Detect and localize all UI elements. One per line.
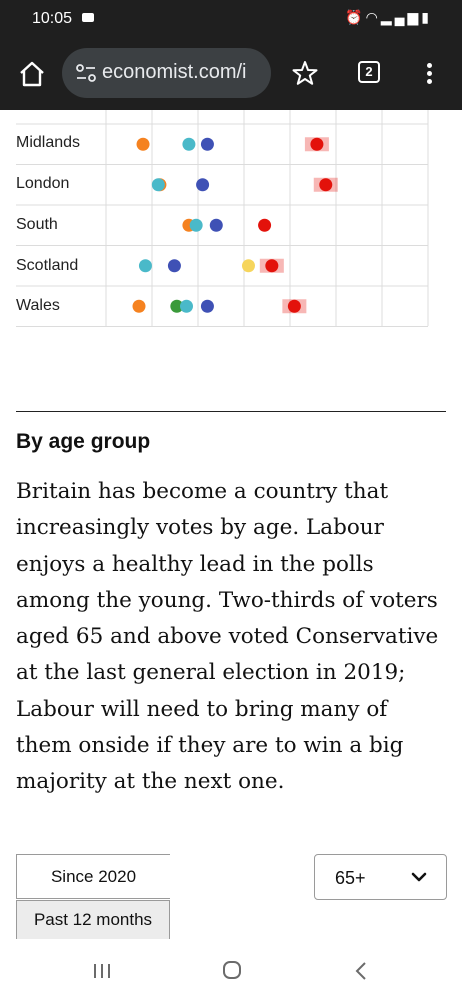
row-label-south: South xyxy=(16,216,58,233)
browser-toolbar: economist.com/i 2 xyxy=(0,40,462,110)
recent-apps-icon[interactable] xyxy=(92,963,112,979)
wifi-icon: ◠ xyxy=(365,9,381,25)
since-2020-button[interactable]: Since 2020 xyxy=(16,854,170,899)
section-heading: By age group xyxy=(16,430,151,453)
row-label-wales: Wales xyxy=(16,297,60,314)
data-point-south-9 xyxy=(189,218,203,232)
age-group-select[interactable]: 65+ xyxy=(314,854,447,900)
message-icon xyxy=(82,13,94,22)
data-point-london-6 xyxy=(196,178,210,192)
data-point-wales-19 xyxy=(200,299,214,313)
status-time: 10:05 xyxy=(32,10,73,27)
more-menu-icon[interactable] xyxy=(422,60,436,88)
system-nav-bar xyxy=(0,940,462,1000)
data-point-scotland-14 xyxy=(241,259,255,273)
alarm-icon: ⏰ xyxy=(345,9,366,25)
row-label-scotland: Scotland xyxy=(16,257,79,274)
chart-svg xyxy=(16,110,429,327)
data-point-wales-16 xyxy=(132,299,146,313)
status-bar: 10:05 ⏰◠▂▄▆▮ xyxy=(0,0,462,40)
site-settings-icon[interactable] xyxy=(76,64,96,82)
nav-home-icon[interactable] xyxy=(222,960,242,980)
data-point-scotland-12 xyxy=(138,259,152,273)
data-point-wales-20 xyxy=(287,299,301,313)
region-dot-chart: Midlands London South Scotland Wales xyxy=(0,110,462,330)
status-icons: ⏰◠▂▄▆▮ xyxy=(345,9,432,26)
data-point-london-7 xyxy=(319,178,333,192)
data-point-london-5 xyxy=(151,178,165,192)
data-point-scotland-15 xyxy=(265,259,279,273)
address-bar[interactable]: economist.com/i xyxy=(62,48,271,98)
data-point-south-11 xyxy=(258,218,272,232)
data-point-wales-17 xyxy=(170,299,184,313)
data-point-midlands-1 xyxy=(182,137,196,151)
past-12-months-button[interactable]: Past 12 months xyxy=(16,900,170,939)
data-point-midlands-0 xyxy=(136,137,150,151)
tab-switcher-button[interactable]: 2 xyxy=(358,61,380,83)
row-label-midlands: Midlands xyxy=(16,134,81,151)
data-point-midlands-2 xyxy=(200,137,214,151)
data-point-midlands-3 xyxy=(310,137,324,151)
data-point-scotland-13 xyxy=(167,259,181,273)
url-text: economist.com/i xyxy=(102,61,247,83)
age-select-value: 65+ xyxy=(335,868,366,888)
article-paragraph: Britain has become a country that increa… xyxy=(16,479,439,795)
chevron-down-icon xyxy=(411,872,427,882)
row-label-london: London xyxy=(16,175,70,192)
bookmark-star-icon[interactable] xyxy=(292,60,318,86)
back-icon[interactable] xyxy=(354,961,368,981)
home-icon[interactable] xyxy=(18,60,46,88)
signal-icon: ▂▄▆ xyxy=(380,9,422,25)
data-point-south-10 xyxy=(209,218,223,232)
data-point-wales-18 xyxy=(180,299,193,313)
battery-icon: ▮ xyxy=(421,9,432,25)
section-divider xyxy=(16,411,446,412)
